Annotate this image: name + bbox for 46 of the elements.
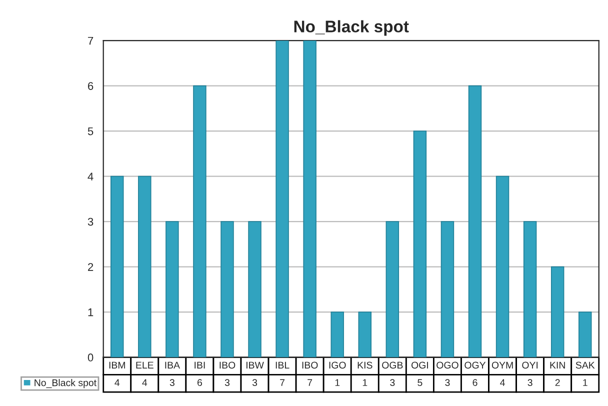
y-tick-label: 3 [88, 218, 94, 226]
x-tick-label: IBO [302, 362, 318, 369]
x-tick-label: KIN [550, 362, 565, 369]
x-tick-label: IBM [109, 362, 125, 369]
data-label: 4 [142, 379, 148, 386]
data-label: 3 [170, 379, 174, 386]
y-tick-label: 0 [88, 354, 94, 362]
data-label: 7 [280, 379, 285, 386]
data-label: 3 [445, 379, 450, 386]
x-tick-label: OGY [464, 362, 486, 369]
x-tick-label: KIS [358, 362, 372, 369]
data-label: 1 [335, 379, 340, 386]
data-label: 5 [418, 379, 422, 386]
data-label: 7 [308, 379, 312, 386]
x-tick-label: OGO [436, 362, 458, 369]
data-label: 3 [224, 379, 230, 386]
y-tick-label: 4 [88, 172, 94, 180]
data-label: 4 [114, 379, 120, 386]
legend-label: No_Black spot [34, 379, 96, 388]
data-label: 4 [500, 379, 505, 386]
x-tick-label: IBA [165, 362, 180, 369]
chart-title: No_Black spot [294, 20, 409, 36]
data-label: 1 [583, 379, 588, 386]
x-tick-label: IBO [220, 362, 236, 369]
x-tick-label: IGO [329, 362, 346, 369]
data-label: 3 [390, 379, 395, 386]
y-tick-label: 1 [88, 308, 94, 316]
y-tick-label: 2 [88, 263, 94, 271]
x-tick-label: IBW [246, 362, 264, 369]
x-tick-label: IBL [276, 362, 290, 369]
y-tick-label: 7 [88, 36, 94, 45]
data-label: 2 [555, 379, 560, 386]
x-tick-label: ELE [136, 362, 154, 369]
data-label: 6 [198, 379, 202, 386]
x-tick-label: OGI [411, 362, 428, 369]
data-label: 6 [472, 379, 478, 386]
x-tick-label: OYM [492, 362, 513, 369]
data-label: 3 [528, 379, 532, 386]
x-tick-label: OYI [522, 362, 538, 369]
y-tick-label: 5 [88, 127, 94, 136]
x-tick-label: IBI [194, 362, 205, 369]
x-tick-label: OGB [382, 362, 403, 369]
data-label: 1 [362, 379, 368, 386]
y-tick-label: 6 [88, 82, 94, 90]
data-label: 3 [252, 379, 258, 386]
x-tick-label: SAK [576, 362, 595, 369]
